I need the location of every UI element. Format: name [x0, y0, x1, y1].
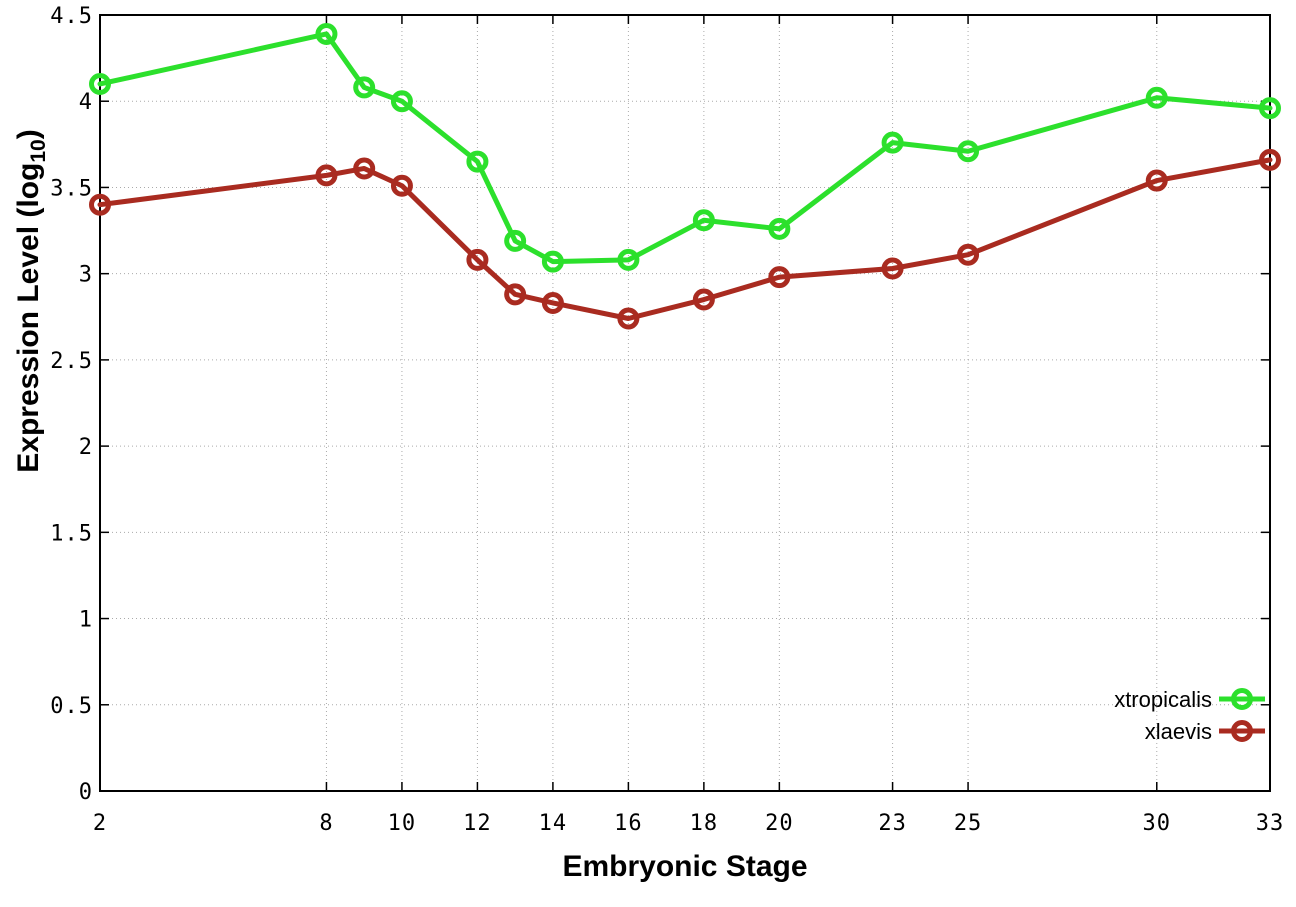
- y-tick-label: 3: [79, 263, 93, 288]
- data-point-xlaevis: [768, 266, 791, 289]
- y-axis-title-subscript: 10: [27, 139, 50, 163]
- data-point-xtropicalis: [1259, 97, 1281, 120]
- series-line-xlaevis: [97, 157, 1273, 322]
- data-point-xlaevis: [466, 248, 489, 271]
- data-point-xtropicalis: [692, 209, 715, 232]
- x-tick-label: 18: [690, 811, 719, 836]
- x-tick-label: 2: [93, 811, 107, 836]
- data-point-xtropicalis: [541, 250, 564, 273]
- data-point-xtropicalis: [768, 217, 791, 240]
- legend-marker-xtropicalis: [1231, 688, 1253, 710]
- y-tick-label: 4.5: [50, 4, 93, 29]
- y-tick-label: 0.5: [50, 694, 93, 719]
- data-point-xlaevis: [881, 257, 904, 280]
- data-point-xlaevis: [89, 193, 111, 216]
- data-point-xtropicalis: [315, 22, 338, 45]
- y-tick-label: 3.5: [50, 176, 93, 201]
- y-tick-label: 2: [79, 435, 93, 460]
- data-point-xtropicalis: [881, 131, 904, 154]
- legend-label-xtropicalis: xtropicalis: [1114, 687, 1212, 712]
- data-point-xlaevis: [957, 243, 980, 266]
- x-tick-label: 20: [765, 811, 794, 836]
- x-tick-label: 10: [388, 811, 417, 836]
- y-axis-title-text: Expression Level (log: [12, 162, 45, 473]
- data-point-xtropicalis: [504, 229, 527, 252]
- data-point-xlaevis: [1145, 169, 1168, 192]
- data-point-xlaevis: [390, 174, 413, 197]
- x-tick-label: 25: [954, 811, 983, 836]
- x-tick-label: 16: [614, 811, 643, 836]
- data-point-xtropicalis: [466, 150, 489, 173]
- series-line-xtropicalis: [97, 31, 1273, 265]
- x-tick-label: 8: [319, 811, 333, 836]
- data-point-xtropicalis: [89, 72, 111, 95]
- legend-label-xlaevis: xlaevis: [1145, 719, 1212, 744]
- data-point-xlaevis: [692, 288, 715, 311]
- x-tick-label: 12: [463, 811, 492, 836]
- data-point-xtropicalis: [957, 140, 980, 163]
- y-tick-label: 0: [79, 780, 93, 805]
- data-point-xlaevis: [617, 307, 640, 330]
- x-tick-label: 33: [1256, 811, 1285, 836]
- x-tick-label: 23: [878, 811, 907, 836]
- x-tick-label: 30: [1143, 811, 1172, 836]
- y-tick-label: 2.5: [50, 349, 93, 374]
- y-tick-label: 1.5: [50, 521, 93, 546]
- data-point-xlaevis: [504, 283, 527, 306]
- data-point-xtropicalis: [1145, 86, 1168, 109]
- y-axis-title-suffix: ): [12, 129, 45, 140]
- data-point-xtropicalis: [353, 76, 376, 99]
- data-point-xlaevis: [353, 157, 376, 180]
- data-point-xlaevis: [541, 291, 564, 314]
- data-point-xlaevis: [1259, 148, 1281, 171]
- data-point-xlaevis: [315, 164, 338, 187]
- legend-marker-xlaevis: [1231, 720, 1253, 742]
- data-point-xtropicalis: [617, 248, 640, 271]
- x-tick-label: 14: [539, 811, 568, 836]
- plot-border: [99, 14, 1271, 792]
- data-point-xtropicalis: [390, 90, 413, 113]
- x-axis-title: Embryonic Stage: [562, 850, 808, 883]
- y-tick-label: 4: [79, 90, 93, 115]
- y-tick-label: 1: [79, 608, 93, 633]
- y-axis-title: Expression Level (log10): [12, 1, 50, 601]
